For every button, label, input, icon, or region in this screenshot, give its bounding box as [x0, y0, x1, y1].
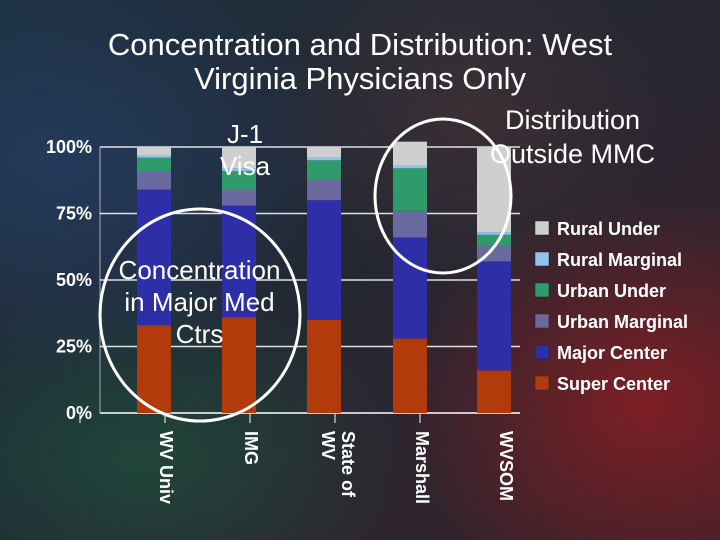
bar-state-of-wv-rural-under: [307, 147, 341, 158]
title-line-1: Concentration and Distribution: West: [107, 27, 613, 62]
legend-swatch-urban-under: [534, 282, 550, 298]
y-tick-label-50: 50%: [56, 270, 92, 290]
x-tick-label-part: State of: [338, 431, 358, 498]
annotation-concentration-line-1: Concentration: [118, 255, 281, 285]
legend-label-rural-under: Rural Under: [557, 219, 660, 239]
bar-marshall-super-center: [393, 338, 427, 413]
legend-label-urban-marginal: Urban Marginal: [557, 312, 688, 332]
bar-wvsom-super-center: [477, 370, 511, 413]
bar-wvsom-urban-under: [477, 234, 511, 246]
annotation-concentration-line-3: Ctrs: [175, 319, 224, 349]
legend-swatch-rural-under: [534, 220, 550, 236]
x-tick-label-part: WV: [318, 431, 338, 460]
x-tick-label-state-of-wv: State ofWV: [318, 431, 358, 498]
bar-img-urban-under: [222, 170, 256, 190]
y-tick-label-100: 100%: [46, 137, 92, 157]
legend-swatch-major-center: [534, 344, 550, 360]
bar-wvsom-rural-marginal: [477, 232, 511, 235]
concentration-highlight-circle: [98, 207, 302, 423]
bar-state-of-wv-major-center: [307, 200, 341, 320]
annotation-j1-visa-line-1: J-1: [226, 119, 264, 149]
bar-wv-univ-rural-marginal: [137, 154, 171, 158]
annotation-distribution: Distribution Outside MMC: [460, 103, 685, 171]
annotation-distribution-line-1: Distribution: [504, 105, 641, 135]
legend-label-super-center: Super Center: [557, 374, 670, 394]
legend-swatch-rural-marginal: [534, 251, 550, 267]
annotation-concentration: Concentration in Major Med Ctrs: [92, 254, 307, 350]
annotation-j1-visa: J-1 Visa: [200, 118, 290, 182]
distribution-highlight-circle: [373, 117, 513, 275]
bar-img-rural-under: [222, 147, 256, 169]
slide-title: Concentration and Distribution: West Vir…: [20, 28, 700, 96]
bar-state-of-wv-rural-marginal: [307, 157, 341, 161]
bar-state-of-wv-urban-under: [307, 160, 341, 179]
bar-wv-univ-urban-marginal: [137, 170, 171, 190]
bar-marshall-urban-marginal: [393, 210, 427, 238]
legend-label-major-center: Major Center: [557, 343, 667, 363]
bar-img-rural-marginal: [222, 168, 256, 171]
annotation-j1-visa-line-2: Visa: [219, 151, 271, 181]
legend-swatch-super-center: [534, 375, 550, 391]
bar-wv-univ-rural-under: [137, 147, 171, 155]
bar-wvsom-major-center: [477, 261, 511, 371]
bar-wv-univ-urban-under: [137, 157, 171, 171]
y-tick-label-75: 75%: [56, 204, 92, 224]
x-tick-label-wvsom: WVSOM: [496, 431, 516, 501]
bar-wv-univ-major-center: [137, 189, 171, 326]
bar-wv-univ-super-center: [137, 325, 171, 413]
annotation-concentration-line-2: in Major Med: [124, 287, 275, 317]
legend-label-urban-under: Urban Under: [557, 281, 666, 301]
legend-swatch-urban-marginal: [534, 313, 550, 329]
annotation-distribution-line-2: Outside MMC: [489, 139, 656, 169]
bar-marshall-urban-under: [393, 168, 427, 211]
x-tick-label-img: IMG: [241, 431, 261, 465]
legend-label-rural-marginal: Rural Marginal: [557, 250, 682, 270]
y-tick-label-25: 25%: [56, 337, 92, 357]
bar-state-of-wv-urban-marginal: [307, 178, 341, 201]
bar-img-urban-marginal: [222, 189, 256, 206]
y-tick-label-0: 0%: [66, 403, 92, 423]
bar-marshall-rural-under: [393, 141, 427, 166]
bar-img-super-center: [222, 317, 256, 413]
title-line-2: Virginia Physicians Only: [194, 61, 526, 96]
bar-marshall-rural-marginal: [393, 165, 427, 169]
bar-state-of-wv-super-center: [307, 319, 341, 413]
x-tick-label-marshall: Marshall: [412, 431, 432, 504]
x-tick-label-wv-univ: WV Univ: [156, 431, 176, 504]
